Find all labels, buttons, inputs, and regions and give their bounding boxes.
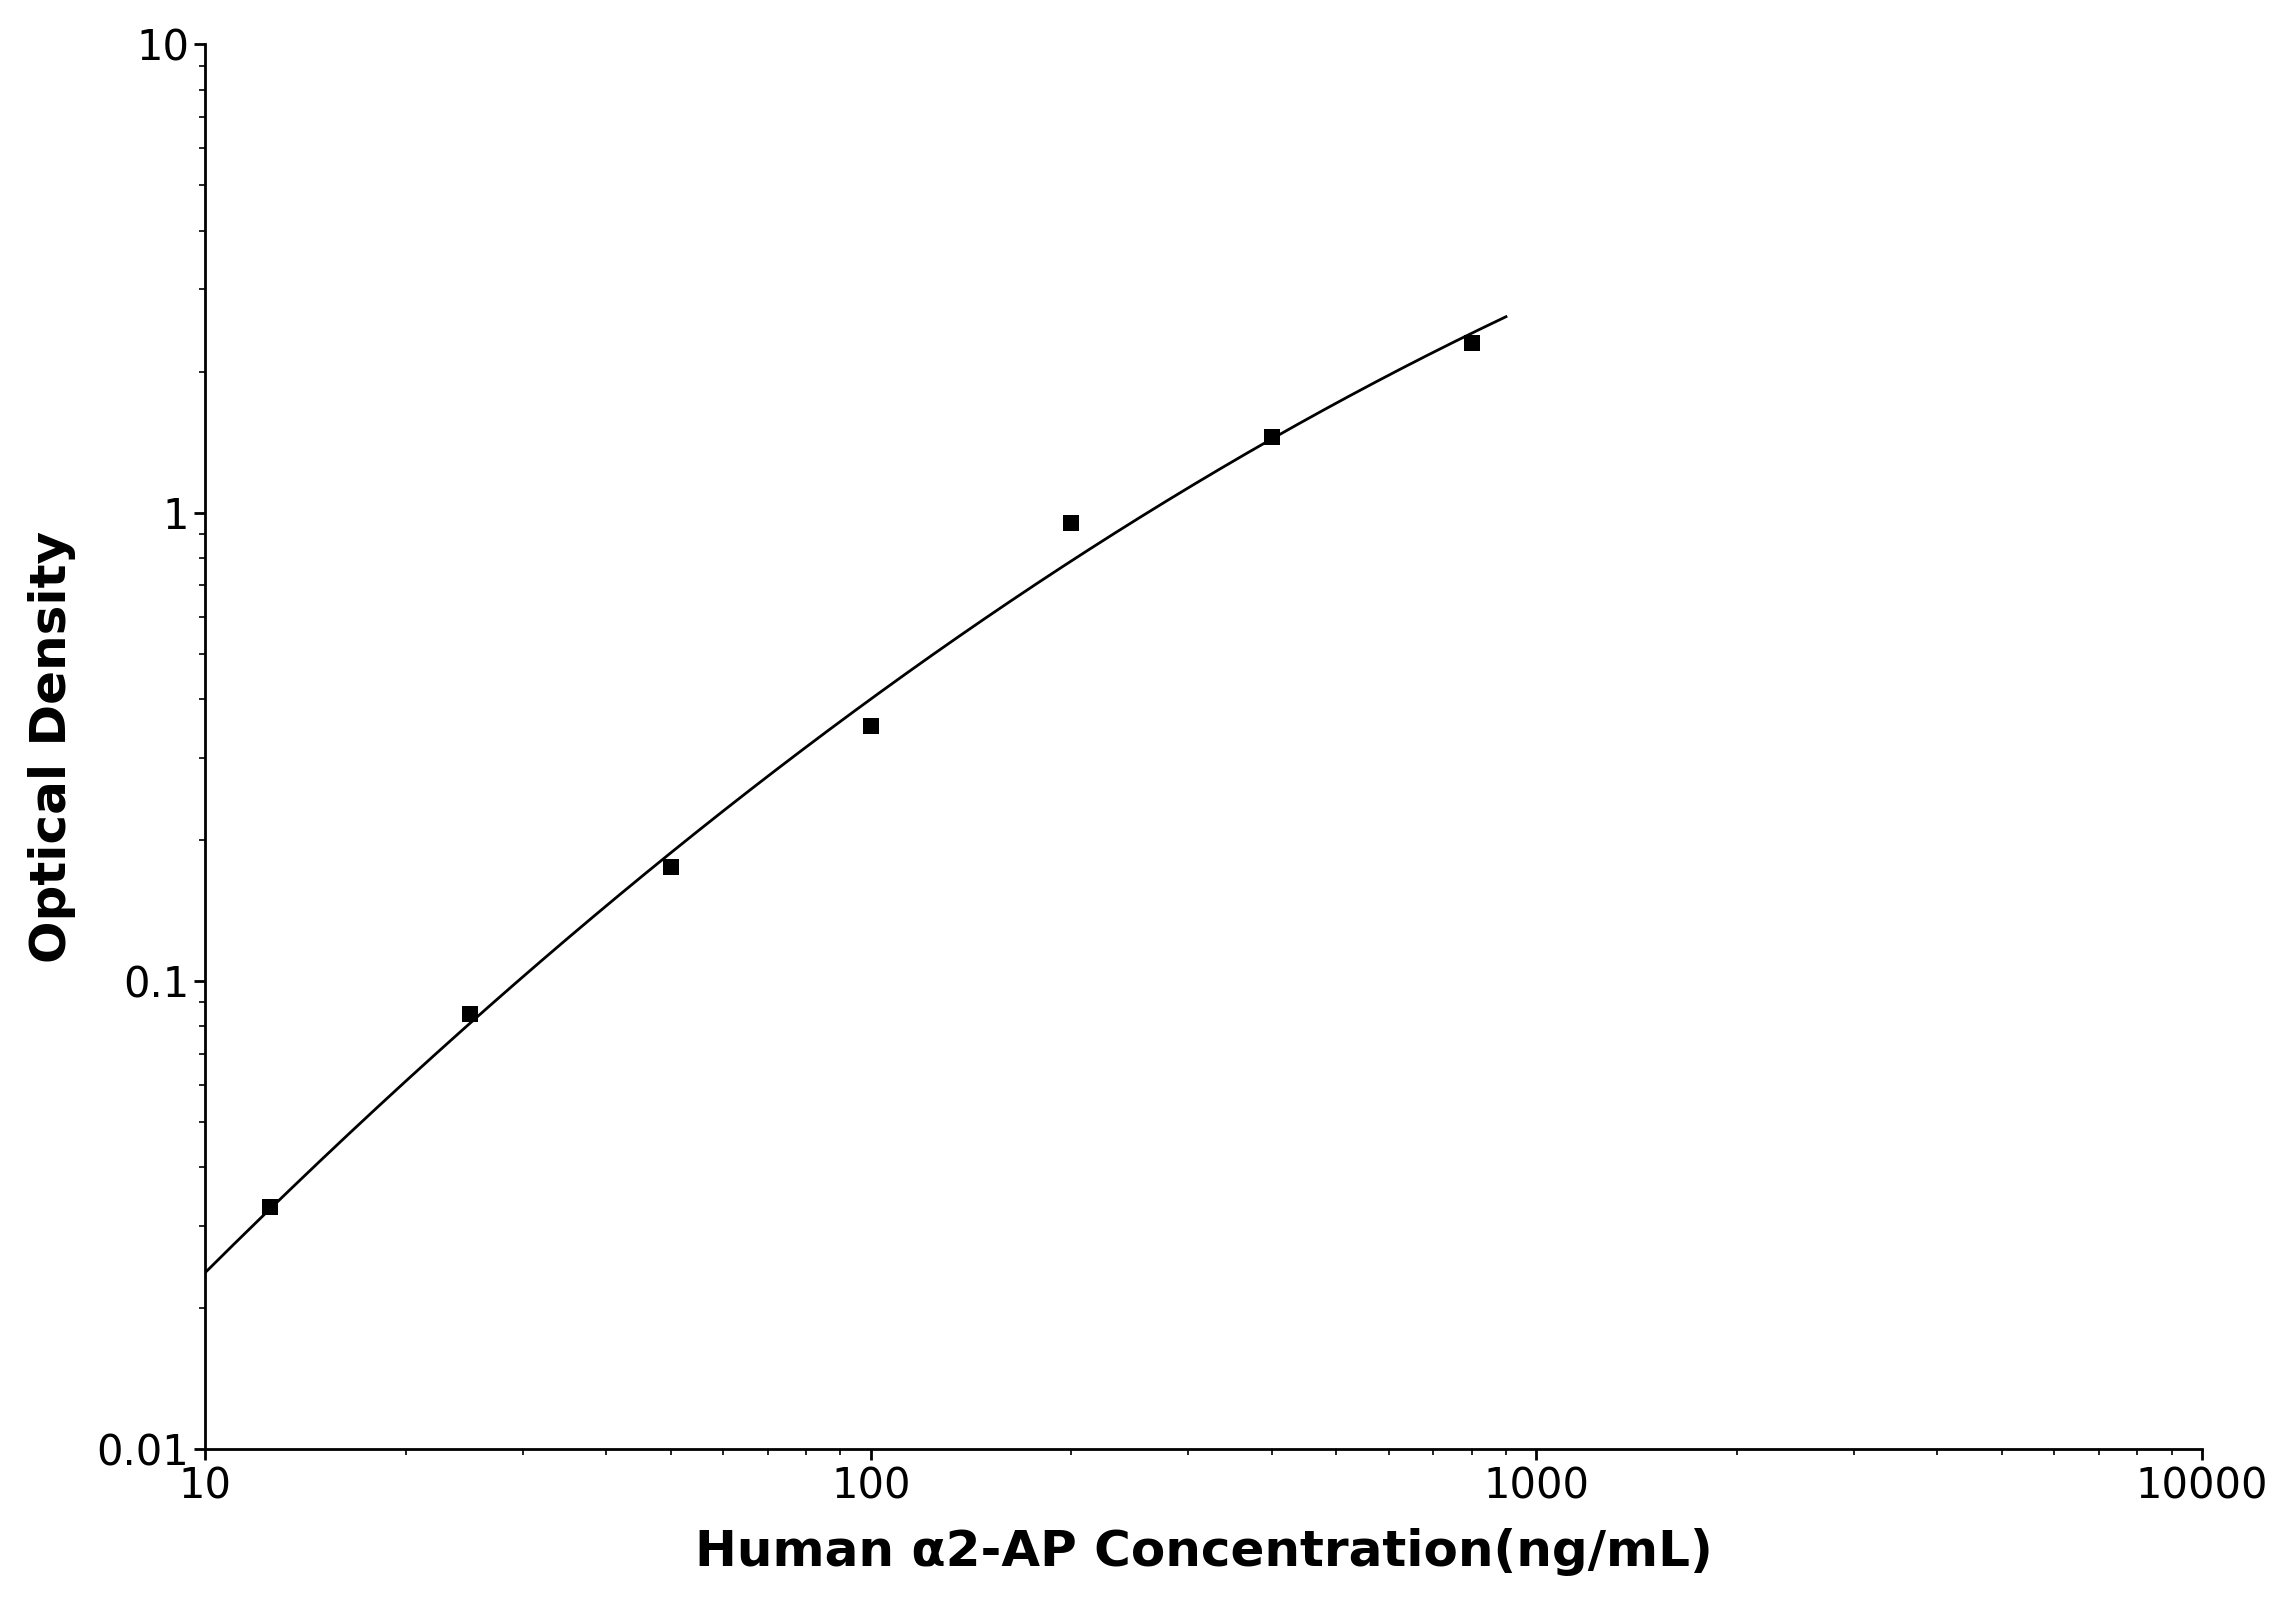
Point bbox=[852, 714, 889, 739]
X-axis label: Human α2-AP Concentration(ng/mL): Human α2-AP Concentration(ng/mL) bbox=[696, 1529, 1713, 1577]
Point bbox=[1254, 423, 1290, 449]
Point bbox=[452, 1001, 489, 1027]
Point bbox=[1054, 510, 1091, 536]
Point bbox=[253, 1193, 289, 1219]
Point bbox=[1453, 330, 1490, 356]
Y-axis label: Optical Density: Optical Density bbox=[28, 531, 76, 962]
Point bbox=[652, 855, 689, 881]
